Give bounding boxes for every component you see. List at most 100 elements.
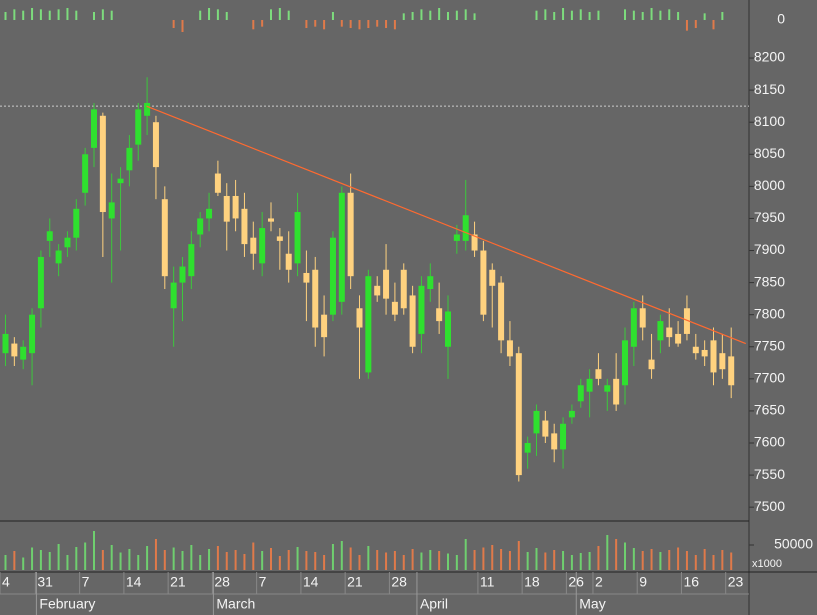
x-tick-label: 7 xyxy=(82,574,90,590)
candle-body xyxy=(436,308,443,322)
x-tick-label: 16 xyxy=(683,574,699,590)
trendline xyxy=(146,105,746,345)
x-tick-label: 23 xyxy=(728,574,744,590)
candle-body xyxy=(409,295,416,347)
candle-body xyxy=(445,311,451,347)
y-tick-label: 7650 xyxy=(754,402,785,418)
candle-body xyxy=(347,192,354,277)
candle-body xyxy=(657,321,664,341)
candle-body xyxy=(365,276,372,373)
candle-body xyxy=(135,109,142,145)
x-tick-label: 7 xyxy=(259,574,267,590)
y-tick-label: 7700 xyxy=(754,370,785,386)
candle-body xyxy=(73,208,80,238)
candle-body xyxy=(701,349,708,357)
candle-body xyxy=(568,410,575,418)
x-tick-label: 18 xyxy=(524,574,540,590)
candle-body xyxy=(710,340,717,373)
candle-body xyxy=(29,314,36,354)
candle-body xyxy=(108,202,115,219)
y-tick-label: 7800 xyxy=(754,305,785,321)
candle-body xyxy=(285,253,292,270)
candle-body xyxy=(515,353,522,476)
month-label: March xyxy=(216,596,255,612)
x-tick-label: 2 xyxy=(595,574,603,590)
candle-body xyxy=(11,343,18,357)
y-tick-label: 8050 xyxy=(754,145,785,161)
candle-body xyxy=(126,147,133,171)
candle-body xyxy=(542,420,549,437)
candle-body xyxy=(498,282,505,341)
candle-body xyxy=(170,282,177,309)
x-tick-label: 4 xyxy=(2,574,10,590)
y-tick-label: 8200 xyxy=(754,49,785,65)
candle-body xyxy=(480,250,487,315)
candle-body xyxy=(383,269,390,299)
y-tick-label: 7750 xyxy=(754,337,785,353)
candle-body xyxy=(37,256,44,309)
axis-area: 7500 7550 7600 7650 7700 7750 7800 7850 7900 7950… xyxy=(749,11,813,570)
candle-body xyxy=(648,359,655,370)
candle-body xyxy=(400,269,407,309)
y-tick-label: 7600 xyxy=(754,434,785,450)
candle-body xyxy=(533,410,540,434)
month-label: February xyxy=(39,596,95,612)
x-tick-label: 21 xyxy=(170,574,186,590)
candle-body xyxy=(223,195,230,222)
candle-body xyxy=(622,340,628,386)
x-tick-label: 14 xyxy=(303,574,319,590)
candle-body xyxy=(91,109,97,148)
candle-body xyxy=(630,308,637,347)
candle-body xyxy=(489,269,496,286)
y-tick-label: 7550 xyxy=(754,466,785,482)
indicator-tick-label: 0 xyxy=(777,11,785,27)
candle-body xyxy=(453,234,460,241)
candle-body xyxy=(639,308,646,328)
candle-body xyxy=(152,122,159,168)
candle-body xyxy=(46,231,53,241)
candle-body xyxy=(64,237,71,248)
volume-unit: x1000 xyxy=(752,558,782,570)
candle-body xyxy=(560,423,567,450)
candle-body xyxy=(161,199,168,277)
candle-body xyxy=(338,192,345,302)
candle-body xyxy=(268,218,274,222)
y-tick-label: 8100 xyxy=(754,113,785,129)
candle-body xyxy=(666,327,673,338)
candle-body xyxy=(683,308,690,334)
candle-body xyxy=(675,333,682,344)
candle-body xyxy=(728,356,735,386)
candle-body xyxy=(427,276,434,290)
candle-body xyxy=(462,215,469,241)
candle-body xyxy=(692,346,699,354)
candle-body xyxy=(250,237,257,254)
candle-body xyxy=(2,333,9,354)
x-tick-label: 31 xyxy=(37,574,53,590)
candle-body xyxy=(188,244,195,277)
x-tick-label: 28 xyxy=(214,574,230,590)
candle-body xyxy=(20,346,27,360)
y-tick-label: 7850 xyxy=(754,273,785,289)
candle-body xyxy=(524,443,531,453)
candle-body xyxy=(391,301,398,315)
candle-body xyxy=(144,102,151,116)
candle-body xyxy=(117,178,124,184)
candle-body xyxy=(551,433,558,450)
candle-body xyxy=(55,250,62,264)
candle-body xyxy=(586,378,593,392)
candle-body xyxy=(329,237,336,315)
y-tick-label: 7900 xyxy=(754,241,785,257)
candle-body xyxy=(506,340,513,357)
candle-body xyxy=(276,236,283,241)
candle-body xyxy=(259,228,266,264)
y-tick-label: 7950 xyxy=(754,209,785,225)
candle-body xyxy=(241,208,248,245)
candle-body xyxy=(321,314,328,338)
y-tick-label: 8000 xyxy=(754,177,785,193)
candle-body xyxy=(206,208,213,219)
candle-body xyxy=(613,378,620,405)
x-tick-label: 14 xyxy=(126,574,142,590)
candle-body xyxy=(418,285,425,334)
